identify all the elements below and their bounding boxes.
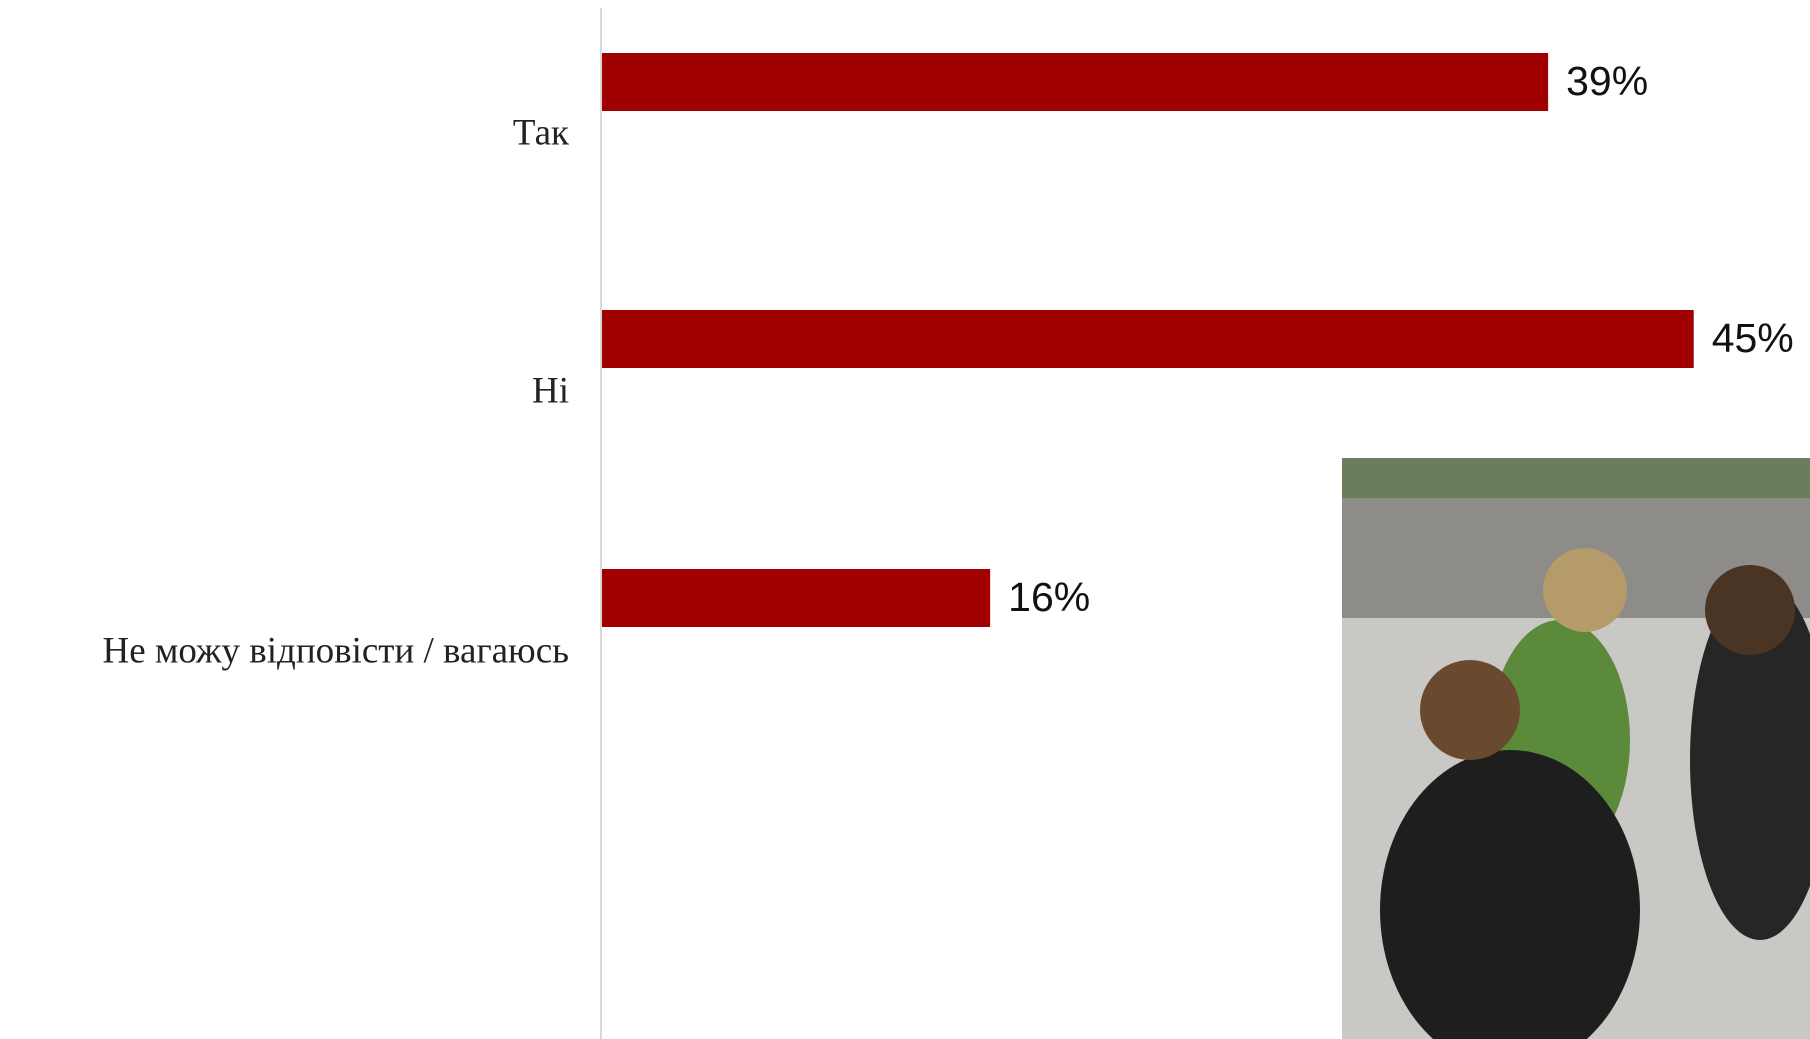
value-label: 45% — [1712, 315, 1794, 361]
category-label: Ні — [532, 370, 569, 411]
photo — [1342, 458, 1810, 1039]
bar — [602, 569, 991, 627]
category-label: Так — [513, 112, 570, 153]
bar — [602, 53, 1549, 111]
value-label: 16% — [1008, 574, 1090, 620]
bar — [602, 310, 1694, 368]
category-label: Не можу відповісти / вагаюсь — [103, 630, 569, 671]
value-label: 39% — [1566, 58, 1648, 104]
